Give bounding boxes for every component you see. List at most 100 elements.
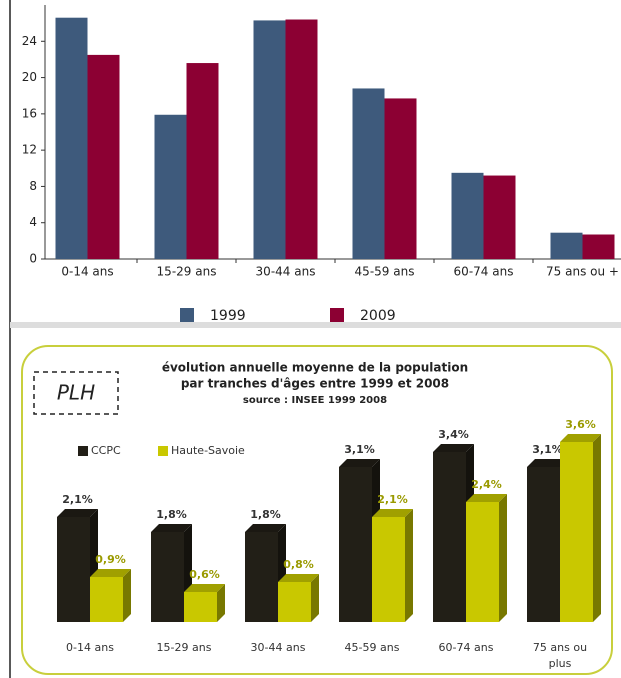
bar [186, 63, 219, 259]
bar [550, 232, 583, 259]
bar-top [57, 509, 98, 517]
value-label: 3,1% [532, 443, 563, 456]
y-tick-label: 20 [22, 70, 37, 84]
bar-side [405, 509, 413, 622]
legend-swatch [330, 308, 344, 322]
x-tick-label-box: 45-59 ans [344, 641, 400, 654]
value-label: 0,6% [189, 568, 220, 581]
bar-3d [466, 494, 507, 622]
bar-top [466, 494, 507, 502]
bar-front [184, 592, 217, 622]
bar [451, 172, 484, 259]
legend-label: CCPC [91, 444, 121, 457]
bar [154, 114, 187, 259]
bar [285, 19, 318, 260]
bar-front [245, 532, 278, 622]
bar-front [560, 442, 593, 622]
y-tick-label: 16 [22, 106, 37, 120]
bar-3d [245, 524, 286, 622]
x-tick-label-box: 15-29 ans [156, 641, 212, 654]
bar-front [57, 517, 90, 622]
bar-top [433, 444, 474, 452]
bar-top [245, 524, 286, 532]
bar-front [90, 577, 123, 622]
x-tick-label: 30-44 ans [250, 641, 306, 654]
x-tick-label: 45-59 ans [355, 265, 415, 279]
x-tick-label: 15-29 ans [156, 641, 212, 654]
bar-top [372, 509, 413, 517]
value-label: 1,8% [156, 508, 187, 521]
bar-3d [90, 569, 131, 622]
value-label: 3,4% [438, 428, 469, 441]
chart-title: par tranches d'âges entre 1999 et 2008 [181, 377, 449, 391]
bar-side [123, 569, 131, 622]
bar-side [217, 584, 225, 622]
bar-3d [57, 509, 98, 622]
x-tick-label: 30-44 ans [256, 265, 316, 279]
bar-3d [372, 509, 413, 622]
bar-3d [278, 574, 319, 622]
bar-top [184, 584, 225, 592]
value-label: 1,8% [250, 508, 281, 521]
y-tick-label: 4 [29, 215, 37, 229]
bar [384, 98, 417, 259]
x-tick-label: 15-29 ans [157, 265, 217, 279]
bar-front [339, 467, 372, 622]
x-tick-label: 60-74 ans [438, 641, 494, 654]
bar [483, 175, 516, 259]
x-tick-label: 75 ans ou plus [532, 641, 588, 670]
x-tick-label: 0-14 ans [66, 641, 114, 654]
x-tick-label-box: 75 ans ou plus [532, 641, 588, 670]
bar-3d [184, 584, 225, 622]
legend-swatch [78, 446, 88, 456]
x-tick-label-box: 0-14 ans [66, 641, 114, 654]
chart-subtitle: source : INSEE 1999 2008 [243, 395, 387, 406]
bar-front [372, 517, 405, 622]
x-tick-label-box: 60-74 ans [438, 641, 494, 654]
bar-front [151, 532, 184, 622]
y-tick-label: 12 [22, 143, 37, 157]
bar-top [278, 574, 319, 582]
bar-side [499, 494, 507, 622]
x-tick-label: 45-59 ans [344, 641, 400, 654]
bar-front [527, 467, 560, 622]
value-label: 0,9% [95, 553, 126, 566]
value-label: 2,4% [471, 478, 502, 491]
x-tick-label-box: 30-44 ans [250, 641, 306, 654]
legend-swatch [158, 446, 168, 456]
chart-title: évolution annuelle moyenne de la populat… [162, 361, 468, 375]
value-label: 2,1% [377, 493, 408, 506]
value-label: 2,1% [62, 493, 93, 506]
y-tick-label: 0 [29, 252, 37, 266]
y-tick-label: 24 [22, 34, 37, 48]
legend-label: 2009 [360, 308, 396, 324]
bar-3d [151, 524, 192, 622]
bar-top [151, 524, 192, 532]
legend-swatch [180, 308, 194, 322]
x-tick-label: 75 ans ou + [546, 265, 619, 279]
bar [55, 17, 88, 260]
bar-front [433, 452, 466, 622]
bar-top [339, 459, 380, 467]
separator-shadow [10, 322, 621, 328]
bar [352, 88, 385, 259]
bar-3d [560, 434, 601, 622]
bar-front [466, 502, 499, 622]
bar [253, 20, 286, 259]
y-tick-label: 8 [29, 179, 37, 193]
x-tick-label: 60-74 ans [454, 265, 514, 279]
bar-top [90, 569, 131, 577]
bar-front [278, 582, 311, 622]
value-label: 3,6% [565, 418, 596, 431]
value-label: 0,8% [283, 558, 314, 571]
bar [582, 234, 615, 259]
legend-label: Haute-Savoie [171, 444, 245, 457]
legend-label: 1999 [210, 308, 246, 324]
bar [87, 54, 120, 260]
bar-top [527, 459, 568, 467]
value-label: 3,1% [344, 443, 375, 456]
x-tick-label: 0-14 ans [61, 265, 113, 279]
bar-top [560, 434, 601, 442]
annotation: PLH [57, 381, 95, 405]
